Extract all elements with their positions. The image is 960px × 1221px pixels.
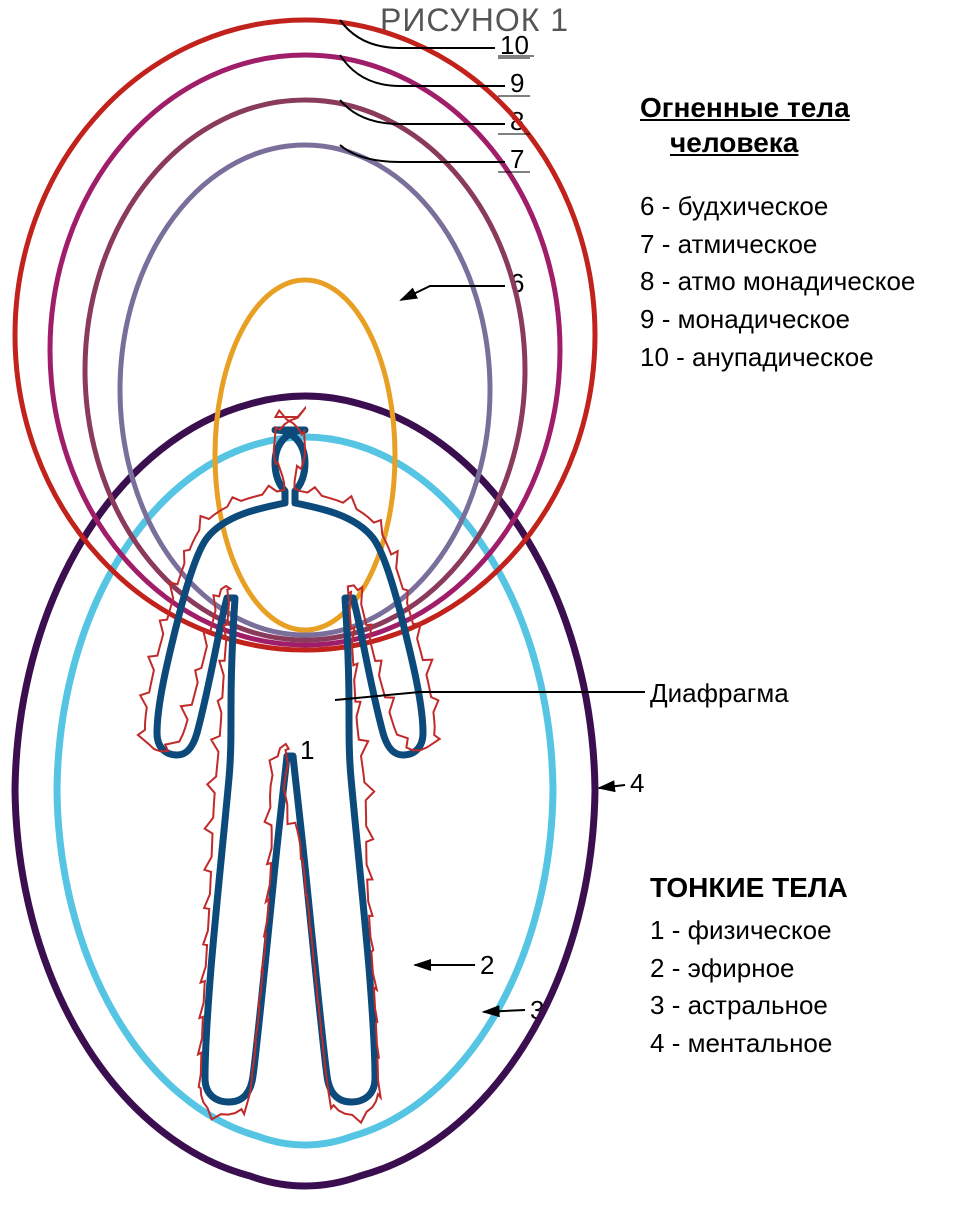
physical-body-outline (157, 430, 423, 1102)
ellipse-8 (85, 100, 525, 640)
astral-body-outline (57, 437, 553, 1145)
ellipse-10 (15, 20, 595, 650)
mental-body-outline (15, 396, 595, 1186)
ellipse-7 (120, 145, 490, 635)
diagram-svg (0, 0, 960, 1221)
